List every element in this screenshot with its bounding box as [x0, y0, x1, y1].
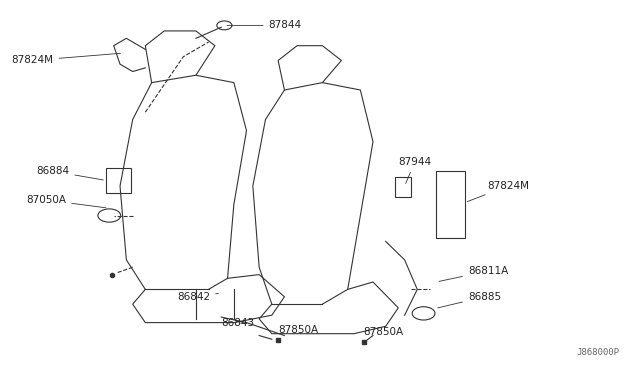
Text: 86842: 86842 — [177, 292, 218, 302]
Text: 87824M: 87824M — [12, 53, 120, 65]
Text: 87824M: 87824M — [467, 181, 529, 202]
Text: 86884: 86884 — [36, 166, 104, 180]
Text: J868000P: J868000P — [577, 347, 620, 357]
Text: 87850A: 87850A — [278, 325, 318, 339]
Text: 87844: 87844 — [227, 20, 302, 31]
Text: 87850A: 87850A — [364, 327, 404, 342]
Text: 86811A: 86811A — [439, 266, 508, 281]
Text: 87944: 87944 — [398, 157, 431, 183]
Text: 86843: 86843 — [221, 318, 254, 328]
Text: 87050A: 87050A — [26, 195, 106, 208]
Text: 86885: 86885 — [438, 292, 501, 308]
